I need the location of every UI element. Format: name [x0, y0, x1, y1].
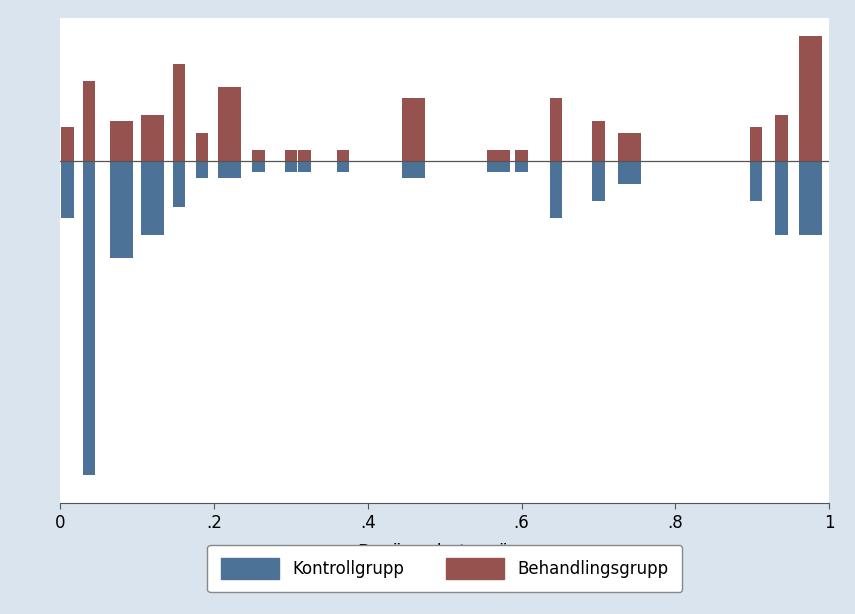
Bar	[775, 115, 787, 161]
Bar	[196, 161, 209, 178]
Bar	[799, 36, 822, 161]
Bar	[252, 161, 264, 173]
Bar	[252, 150, 264, 161]
Bar	[516, 150, 528, 161]
Bar	[799, 161, 822, 235]
Bar	[196, 133, 209, 161]
Bar	[298, 161, 310, 173]
Bar	[617, 161, 641, 184]
Bar	[173, 64, 186, 161]
Bar	[486, 161, 510, 173]
Bar	[403, 161, 426, 178]
Bar	[486, 150, 510, 161]
Bar	[550, 98, 563, 161]
Bar	[617, 133, 641, 161]
Bar	[110, 121, 133, 161]
Bar	[750, 161, 763, 201]
Bar	[217, 87, 241, 161]
Bar	[593, 161, 604, 201]
Legend: Kontrollgrupp, Behandlingsgrupp: Kontrollgrupp, Behandlingsgrupp	[207, 545, 682, 592]
Bar	[285, 150, 297, 161]
Bar	[110, 161, 133, 258]
Bar	[62, 127, 74, 161]
Bar	[775, 161, 787, 235]
Bar	[217, 161, 241, 178]
Bar	[550, 161, 563, 218]
Bar	[750, 127, 763, 161]
Bar	[173, 161, 186, 207]
Bar	[337, 161, 349, 173]
Bar	[140, 161, 164, 235]
Bar	[285, 161, 297, 173]
Bar	[298, 150, 310, 161]
Bar	[62, 161, 74, 218]
Bar	[403, 98, 426, 161]
Bar	[593, 121, 604, 161]
Bar	[516, 161, 528, 173]
Bar	[83, 161, 95, 475]
X-axis label: Benägenhetspoäng: Benägenhetspoäng	[357, 543, 532, 561]
Bar	[83, 81, 95, 161]
Bar	[140, 115, 164, 161]
Bar	[337, 150, 349, 161]
